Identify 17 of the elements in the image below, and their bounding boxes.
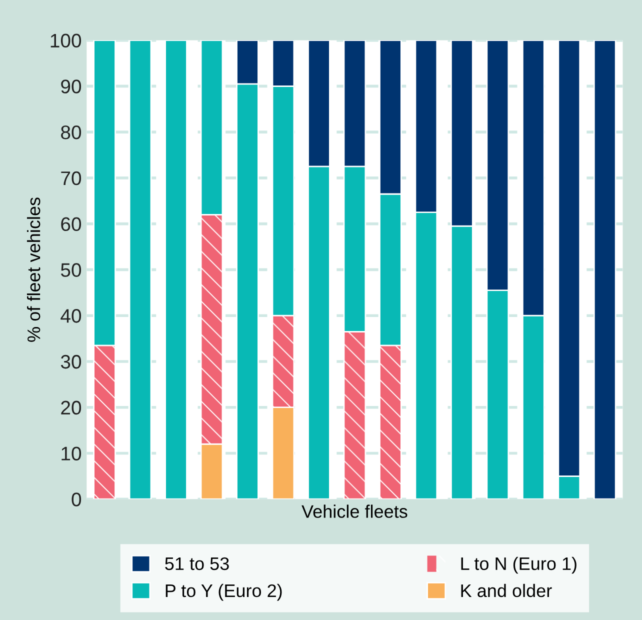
x-axis-title: Vehicle fleets bbox=[302, 504, 408, 518]
y-tick-label: 0 bbox=[72, 492, 82, 506]
y-tick-label: 30 bbox=[60, 354, 82, 369]
y-tick-label: 10 bbox=[62, 446, 82, 460]
y-axis-title: % of fleet vehicles bbox=[26, 198, 40, 342]
y-tick-label: 70 bbox=[61, 171, 82, 186]
y-tick-label: 60 bbox=[61, 217, 82, 232]
y-tick-label: 20 bbox=[61, 400, 82, 415]
y-tick-label: 80 bbox=[61, 126, 82, 140]
legend-label: L to N (Euro 1) bbox=[461, 556, 576, 574]
y-tick-label: 50 bbox=[60, 263, 82, 277]
legend-label: P to Y (Euro 2) bbox=[166, 584, 282, 601]
y-tick-label: 100 bbox=[50, 34, 82, 48]
legend-label: K and older bbox=[461, 584, 552, 598]
legend-label: 51 to 53 bbox=[165, 557, 229, 570]
y-tick-label: 40 bbox=[60, 309, 82, 323]
y-tick-label: 90 bbox=[61, 80, 82, 94]
